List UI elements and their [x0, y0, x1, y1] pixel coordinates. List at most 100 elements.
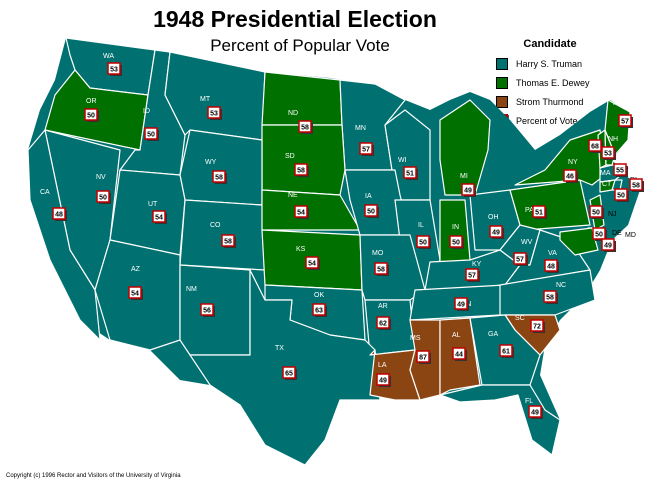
vote-pct-ga: 61	[502, 349, 510, 356]
vote-pct-la: 49	[379, 378, 387, 385]
vote-box-ia	[364, 204, 378, 217]
vote-box-ri	[629, 178, 643, 191]
state-sd	[261, 124, 346, 196]
vote-pct-va: 48	[547, 264, 555, 271]
vote-pct-ma: 55	[616, 168, 624, 175]
vote-box-vt	[588, 139, 602, 152]
state-abbr-ne: NE	[288, 192, 298, 199]
vote-pct-nc: 58	[546, 295, 554, 302]
vote-pct-in: 50	[452, 240, 460, 247]
vote-box-az	[128, 286, 142, 299]
state-abbr-co: CO	[210, 222, 221, 229]
vote-box-tx	[282, 366, 296, 379]
state-abbr-nj: NJ	[608, 211, 617, 218]
vote-pct-sc: 72	[533, 324, 541, 331]
vote-box-nd	[298, 120, 312, 133]
state-abbr-mi: MI	[460, 173, 468, 180]
legend-label-dewey: Thomas E. Dewey	[516, 77, 590, 88]
legend-swatch-thurmond	[496, 95, 508, 108]
vote-pct-ky: 57	[468, 273, 476, 280]
vote-pct-ne: 54	[297, 210, 305, 217]
vote-pct-ia: 50	[367, 209, 375, 216]
vote-box-al	[452, 347, 466, 360]
state-abbr-ia: IA	[365, 193, 372, 200]
state-abbr-al: AL	[452, 332, 461, 339]
state-abbr-ks: KS	[296, 246, 306, 253]
vote-box-ne	[294, 205, 308, 218]
state-in	[439, 199, 471, 263]
state-abbr-oh: OH	[488, 214, 499, 221]
vote-pct-al: 44	[455, 352, 463, 359]
state-abbr-nv: NV	[96, 174, 106, 181]
vote-pct-ri: 58	[632, 183, 640, 190]
legend-label-thurmond: Strom Thurmond	[516, 96, 584, 107]
vote-box-ut	[152, 210, 166, 223]
state-abbr-nh: NH	[608, 136, 618, 143]
state-md	[559, 227, 599, 256]
state-abbr-la: LA	[378, 362, 387, 369]
vote-box-ms	[416, 350, 430, 363]
vote-box-sd	[294, 163, 308, 176]
legend-item-thurmond: Strom Thurmond	[490, 92, 660, 111]
vote-box-ok	[312, 303, 326, 316]
vote-pct-wy: 58	[215, 175, 223, 182]
vote-pct-mt: 53	[210, 111, 218, 118]
vote-pct-ms: 87	[419, 355, 427, 362]
vote-pct-me: 57	[621, 119, 629, 126]
state-abbr-ca: CA	[40, 189, 50, 196]
vote-box-sc	[530, 319, 544, 332]
vote-box-or	[84, 108, 98, 121]
vote-box-md	[601, 238, 615, 251]
vote-box-wy	[212, 170, 226, 183]
state-abbr-nd: ND	[288, 110, 298, 117]
state-nd	[261, 71, 343, 126]
vote-box-co	[221, 234, 235, 247]
vote-box-me	[618, 114, 632, 127]
vote-box-ct	[614, 188, 628, 201]
vote-box-wv	[513, 252, 527, 265]
state-abbr-nm: NM	[186, 286, 197, 293]
state-abbr-me: ME	[613, 100, 624, 107]
state-abbr-ut: UT	[148, 201, 158, 208]
vote-pct-az: 54	[131, 291, 139, 298]
state-abbr-wv: WV	[521, 239, 533, 246]
vote-box-ma	[613, 163, 627, 176]
vote-pct-wi: 51	[406, 171, 414, 178]
vote-box-tn	[454, 297, 468, 310]
vote-pct-de: 50	[595, 232, 603, 239]
state-abbr-ok: OK	[314, 292, 324, 299]
vote-pct-mo: 58	[377, 267, 385, 274]
vote-pct-oh: 49	[492, 230, 500, 237]
copyright-text: Copyright (c) 1996 Rector and Visitors o…	[6, 473, 181, 479]
state-abbr-ma: MA	[600, 170, 611, 177]
state-mi	[439, 99, 491, 196]
state-ct	[599, 179, 616, 193]
state-abbr-fl: FL	[525, 398, 533, 405]
state-abbr-de: DE	[612, 230, 622, 237]
state-abbr-ga: GA	[488, 331, 498, 338]
vote-pct-ca: 48	[55, 212, 63, 219]
vote-box-id	[144, 127, 158, 140]
legend-item-dewey: Thomas E. Dewey	[490, 73, 660, 92]
vote-pct-pa: 51	[535, 210, 543, 217]
vote-pct-sd: 58	[297, 168, 305, 175]
vote-pct-nm: 56	[203, 308, 211, 315]
vote-box-nm	[200, 303, 214, 316]
state-abbr-wi: WI	[398, 157, 407, 164]
vote-box-mi	[461, 183, 475, 196]
vote-pct-il: 50	[419, 240, 427, 247]
state-wy	[179, 129, 263, 206]
vote-pct-nh: 53	[604, 151, 612, 158]
vote-pct-ut: 54	[155, 215, 163, 222]
legend-item-truman: Harry S. Truman	[490, 54, 660, 73]
state-abbr-nc: NC	[556, 282, 566, 289]
vote-box-ca	[52, 207, 66, 220]
legend-label-truman: Harry S. Truman	[516, 58, 583, 69]
vote-box-la	[376, 373, 390, 386]
vote-box-oh	[489, 225, 503, 238]
vote-pct-ar: 62	[379, 321, 387, 328]
state-abbr-va: VA	[548, 250, 557, 257]
legend-title: Candidate	[523, 38, 577, 50]
vote-pct-mi: 49	[464, 188, 472, 195]
